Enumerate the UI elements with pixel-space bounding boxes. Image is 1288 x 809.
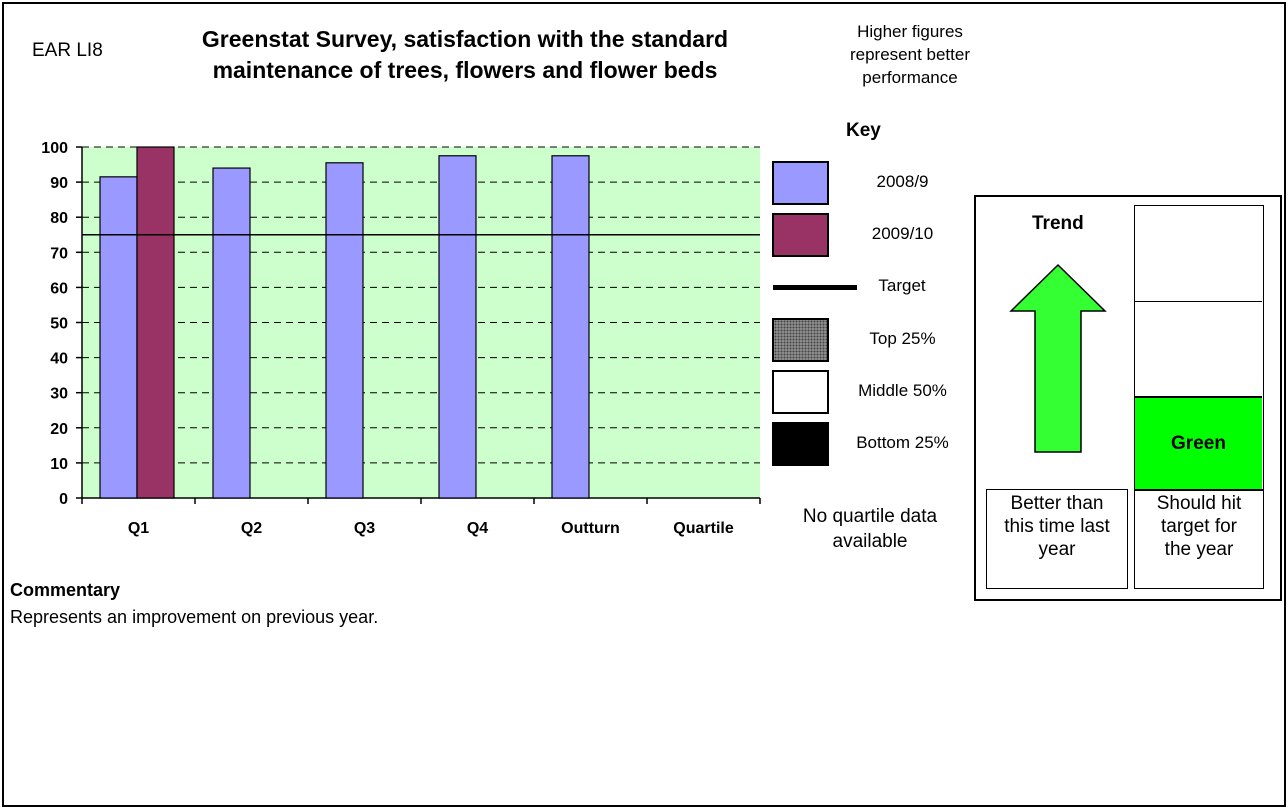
x-tick-label: Q1 <box>128 520 149 537</box>
x-tick-label: Q4 <box>467 520 488 537</box>
bar-2008-9 <box>212 167 251 499</box>
y-tick-label: 10 <box>50 456 68 473</box>
x-tick-label: Q2 <box>241 520 262 537</box>
trend-label: Trend <box>1032 213 1084 234</box>
trend-text-line-2: this time last <box>1004 516 1110 537</box>
trend-description: Better than this time last year <box>986 489 1128 589</box>
legend-label: Middle 50% <box>858 381 947 400</box>
rag-status-badge: Green <box>1135 396 1262 489</box>
y-tick-label: 40 <box>50 351 68 368</box>
rag-column: Green <box>1134 205 1264 491</box>
y-tick-label: 100 <box>41 140 68 157</box>
legend-swatch <box>772 213 829 257</box>
x-tick-label: Q3 <box>354 520 375 537</box>
bar-2009-10 <box>136 146 175 499</box>
title-line-2: maintenance of trees, flowers and flower… <box>212 57 718 83</box>
note-line-1: Higher figures <box>857 22 963 41</box>
trend-text-line-1: Better than <box>1010 493 1104 514</box>
target-text-line-1: Should hit <box>1156 493 1242 514</box>
note-line-3: performance <box>862 68 958 87</box>
performance-note: Higher figures represent better performa… <box>840 20 980 89</box>
legend-label: 2008/9 <box>876 172 929 191</box>
rag-divider <box>1135 301 1262 302</box>
y-tick-label: 50 <box>50 316 68 333</box>
legend-swatch <box>772 318 829 362</box>
bar-2008-9 <box>438 155 477 499</box>
y-tick-label: 90 <box>50 175 68 192</box>
x-tick-label: Outturn <box>561 520 620 537</box>
y-tick-label: 0 <box>59 491 68 508</box>
y-tick-label: 30 <box>50 386 68 403</box>
plot-area: 0 10 20 30 40 50 60 70 80 90 100 Q1 Q2 Q3 Q4 Outturn Qua… <box>41 140 761 537</box>
legend-label: Bottom 25% <box>856 433 949 452</box>
legend-swatch <box>772 161 829 205</box>
no-quartile-note: No quartile data available <box>770 504 970 554</box>
legend-swatch <box>773 285 857 290</box>
x-tick-label: Quartile <box>673 520 734 537</box>
bar-2008-9 <box>325 162 364 499</box>
key-title: Key <box>846 120 881 141</box>
target-text-line-3: the year <box>1164 539 1234 560</box>
y-tick-label: 20 <box>50 421 68 438</box>
bar-2008-9 <box>551 155 590 499</box>
legend-swatch <box>772 422 829 466</box>
legend-label: Top 25% <box>869 329 936 348</box>
no-quartile-line-1: No quartile data <box>802 506 938 527</box>
y-tick-label: 60 <box>50 280 68 297</box>
note-line-2: represent better <box>849 45 970 64</box>
status-panel: Trend Green Better than this time last y… <box>974 195 1282 601</box>
no-quartile-line-2: available <box>832 531 908 552</box>
y-tick-label: 70 <box>50 245 68 262</box>
rag-status-label: Green <box>1171 432 1226 454</box>
trend-arrow-icon <box>1009 263 1107 453</box>
legend-label: Target <box>878 276 926 295</box>
indicator-code: EAR LI8 <box>32 40 103 61</box>
chart-title: Greenstat Survey, satisfaction with the … <box>150 24 780 86</box>
target-text-line-2: target for <box>1160 516 1238 537</box>
title-line-1: Greenstat Survey, satisfaction with the … <box>201 26 729 52</box>
target-description: Should hit target for the year <box>1134 489 1264 589</box>
legend-swatch <box>772 370 829 414</box>
commentary-title: Commentary <box>10 580 121 600</box>
y-tick-label: 80 <box>50 210 68 227</box>
bar-2008-9 <box>99 176 138 499</box>
trend-text-line-3: year <box>1038 539 1076 560</box>
legend-label: 2009/10 <box>871 224 934 243</box>
commentary-text: Represents an improvement on previous ye… <box>10 607 379 627</box>
